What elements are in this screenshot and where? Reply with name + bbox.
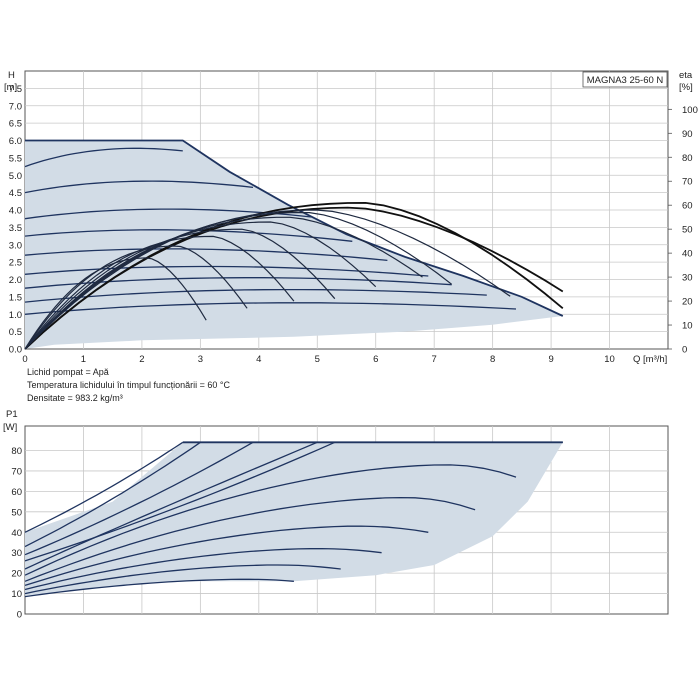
head-curve xyxy=(24,180,254,194)
x-tick-label: 9 xyxy=(548,354,553,365)
eta-tick-label: 30 xyxy=(682,273,693,284)
efficiency-curves xyxy=(24,201,564,350)
head-tick-label: 0.5 xyxy=(9,327,22,338)
head-curve xyxy=(24,229,353,242)
x-tick-label: 2 xyxy=(139,354,144,365)
eta-curve xyxy=(24,228,336,350)
head-tick-label: 2.5 xyxy=(9,258,22,269)
eta-curve xyxy=(24,209,511,350)
x-tick-label: 5 xyxy=(315,354,320,365)
x-tick-label: 3 xyxy=(198,354,203,365)
head-tick-label: 6.0 xyxy=(9,136,22,147)
head-tick-label: 4.5 xyxy=(9,188,22,199)
power-tick-label: 20 xyxy=(11,569,22,580)
x-tick-label: 6 xyxy=(373,354,378,365)
head-axis-unit: [m] xyxy=(4,82,17,93)
head-area-fill xyxy=(25,140,563,349)
power-axis-label: P1 xyxy=(6,409,18,420)
info-pumped-liquid: Lichid pompat = Apă xyxy=(27,367,109,377)
eta-tick-label: 40 xyxy=(682,249,693,260)
eta-tick-label: 60 xyxy=(682,201,693,212)
eta-tick-label: 90 xyxy=(682,129,693,140)
head-tick-label: 5.0 xyxy=(9,171,22,182)
eta-tick-label: 70 xyxy=(682,177,693,188)
power-area-fill xyxy=(25,442,563,596)
power-tick-label: 40 xyxy=(11,528,22,539)
power-curve xyxy=(24,564,341,595)
head-curve xyxy=(24,265,429,277)
power-tick-label: 70 xyxy=(11,466,22,477)
head-axis-label: H xyxy=(8,70,15,81)
head-tick-label: 7.5 xyxy=(9,84,22,95)
head-tick-label: 6.5 xyxy=(9,119,22,130)
power-operating-area xyxy=(25,442,563,596)
power-curve xyxy=(24,525,429,587)
power-tick-label: 50 xyxy=(11,507,22,518)
x-tick-label: 8 xyxy=(490,354,495,365)
eta-curve xyxy=(24,216,423,350)
x-tick-label: 1 xyxy=(81,354,86,365)
head-tick-label: 3.0 xyxy=(9,240,22,251)
power-tick-label: 0 xyxy=(17,610,22,621)
head-tick-label: 1.0 xyxy=(9,310,22,321)
x-tick-label: 7 xyxy=(432,354,437,365)
model-label-box xyxy=(582,71,668,88)
power-chart-ticks: 0 10 20 30 40 50 60 70 80 xyxy=(11,446,22,620)
head-tick-label: 1.5 xyxy=(9,292,22,303)
head-curve xyxy=(24,302,517,315)
power-tick-label: 80 xyxy=(11,446,22,457)
eta-tick-label: 0 xyxy=(682,345,687,356)
eta-axis-unit: [%] xyxy=(679,82,693,93)
power-tick-label: 30 xyxy=(11,548,22,559)
power-curve xyxy=(24,441,336,562)
model-label: MAGNA3 25-60 N xyxy=(587,75,664,86)
eta-tick-label: 50 xyxy=(682,225,693,236)
eta-curve xyxy=(24,211,453,350)
flow-axis-label: Q [m³/h] xyxy=(633,354,667,365)
power-curve xyxy=(24,441,563,570)
eta-axis-label: eta xyxy=(679,70,693,81)
eta-tick-label: 80 xyxy=(682,153,693,164)
eta-tick-label: 20 xyxy=(682,297,693,308)
eta-curve xyxy=(24,245,248,350)
power-tick-label: 10 xyxy=(11,589,22,600)
eta-tick-label: 10 xyxy=(682,321,693,332)
power-axis-unit: [W] xyxy=(3,422,17,433)
head-curve xyxy=(24,288,487,303)
power-curve xyxy=(24,441,201,548)
eta-tick-label: 100 xyxy=(682,105,698,116)
info-liquid-temperature: Temperatura lichidului în timpul funcțio… xyxy=(27,380,230,390)
eta-curve xyxy=(24,257,207,350)
head-tick-label: 2.0 xyxy=(9,275,22,286)
head-tick-label: 3.5 xyxy=(9,223,22,234)
x-tick-label: 4 xyxy=(256,354,261,365)
head-chart-ticks: 0 1 2 3 4 5 6 7 8 9 10 0.0 0.5 1.0 1.5 2.0 2.5 3.0 3.5 4.0 4… xyxy=(9,84,698,365)
max-head-envelope xyxy=(25,139,564,317)
power-curves xyxy=(24,441,563,598)
head-curve xyxy=(24,208,312,220)
head-operating-area xyxy=(25,139,564,349)
head-tick-label: 7.0 xyxy=(9,101,22,112)
head-curve xyxy=(24,277,452,289)
head-tick-label: 5.5 xyxy=(9,153,22,164)
eta-curve xyxy=(24,235,295,350)
head-tick-label: 0.0 xyxy=(9,345,22,356)
head-tick-label: 4.0 xyxy=(9,206,22,217)
eta-curve xyxy=(24,221,377,350)
power-curve xyxy=(24,464,517,576)
head-curve xyxy=(24,248,388,262)
info-density: Densitate = 983.2 kg/m³ xyxy=(27,393,123,403)
power-tick-label: 60 xyxy=(11,487,22,498)
head-curve xyxy=(24,147,183,168)
power-curve xyxy=(24,578,294,598)
head-curves xyxy=(24,147,517,315)
x-tick-label: 0 xyxy=(22,354,27,365)
power-curve xyxy=(24,441,184,533)
power-curve xyxy=(24,496,476,582)
x-tick-label: 10 xyxy=(604,354,615,365)
power-curve xyxy=(24,441,254,556)
power-curve xyxy=(24,547,382,591)
